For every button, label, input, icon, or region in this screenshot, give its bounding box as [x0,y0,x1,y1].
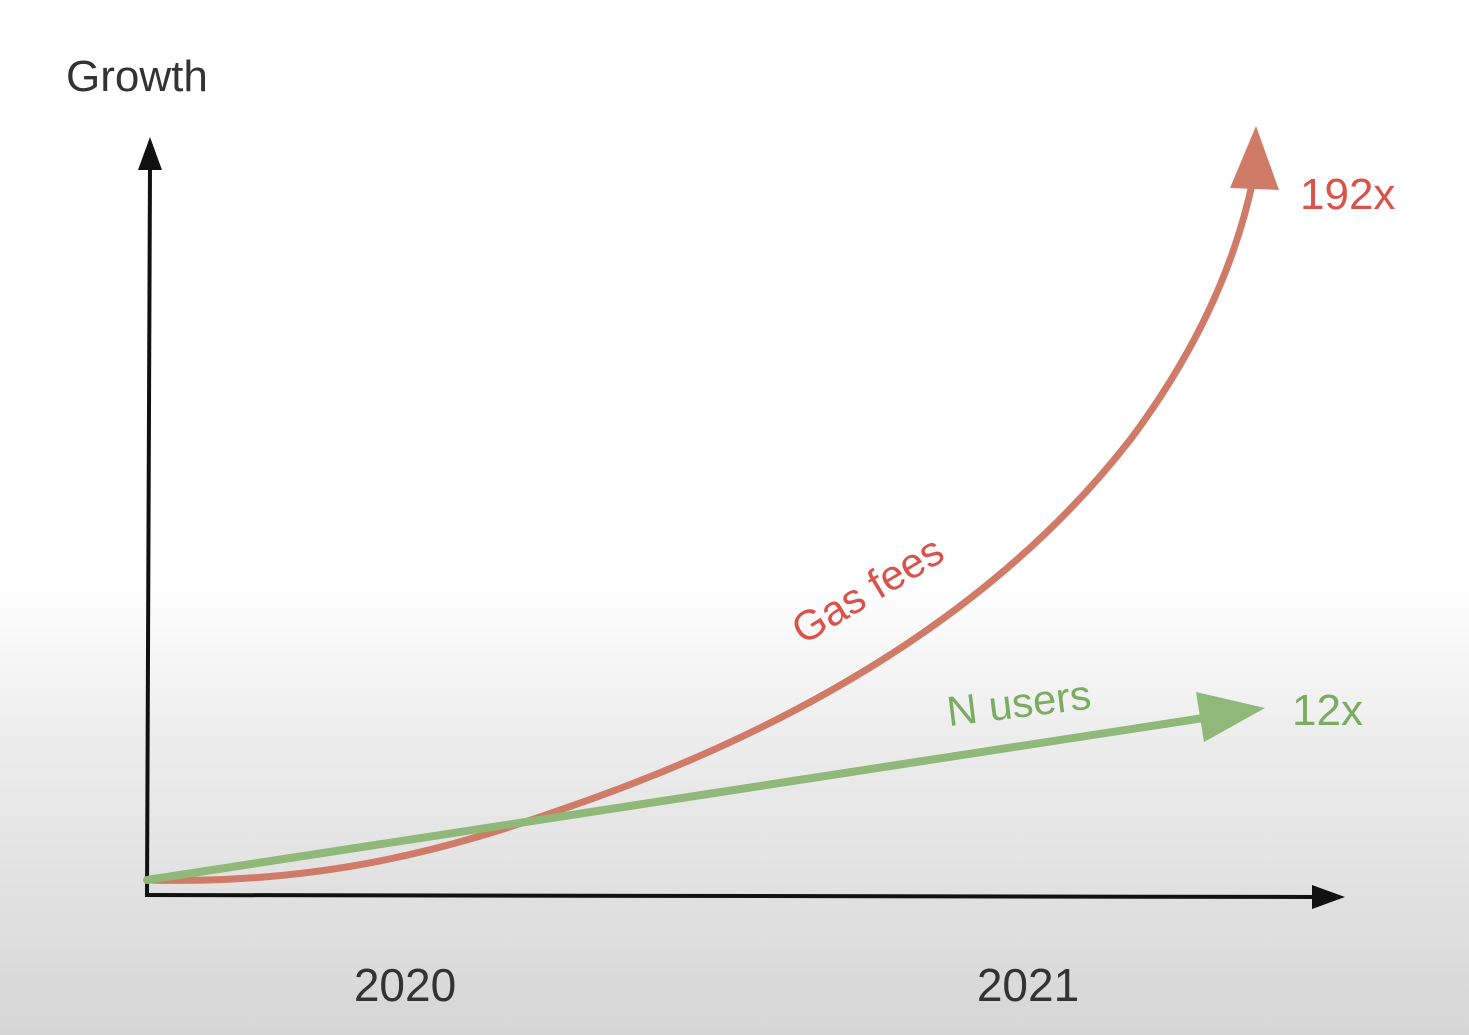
gas-fees-line [143,171,1258,884]
x-tick-2020: 2020 [353,959,457,1011]
n-users-end-label: 12x [1292,686,1363,735]
x-axis-arrowhead [1312,885,1345,909]
n-users-line [143,713,1214,884]
gas-fees-end-label: 192x [1300,170,1396,219]
y-axis-label: Growth [66,52,208,101]
y-axis-arrowhead [138,137,162,170]
gas-fees-arrowhead [1230,126,1279,190]
x-axis [144,893,1316,899]
n-users-arrowhead [1196,692,1265,742]
x-tick-2021: 2021 [976,959,1080,1011]
y-axis [145,164,152,896]
